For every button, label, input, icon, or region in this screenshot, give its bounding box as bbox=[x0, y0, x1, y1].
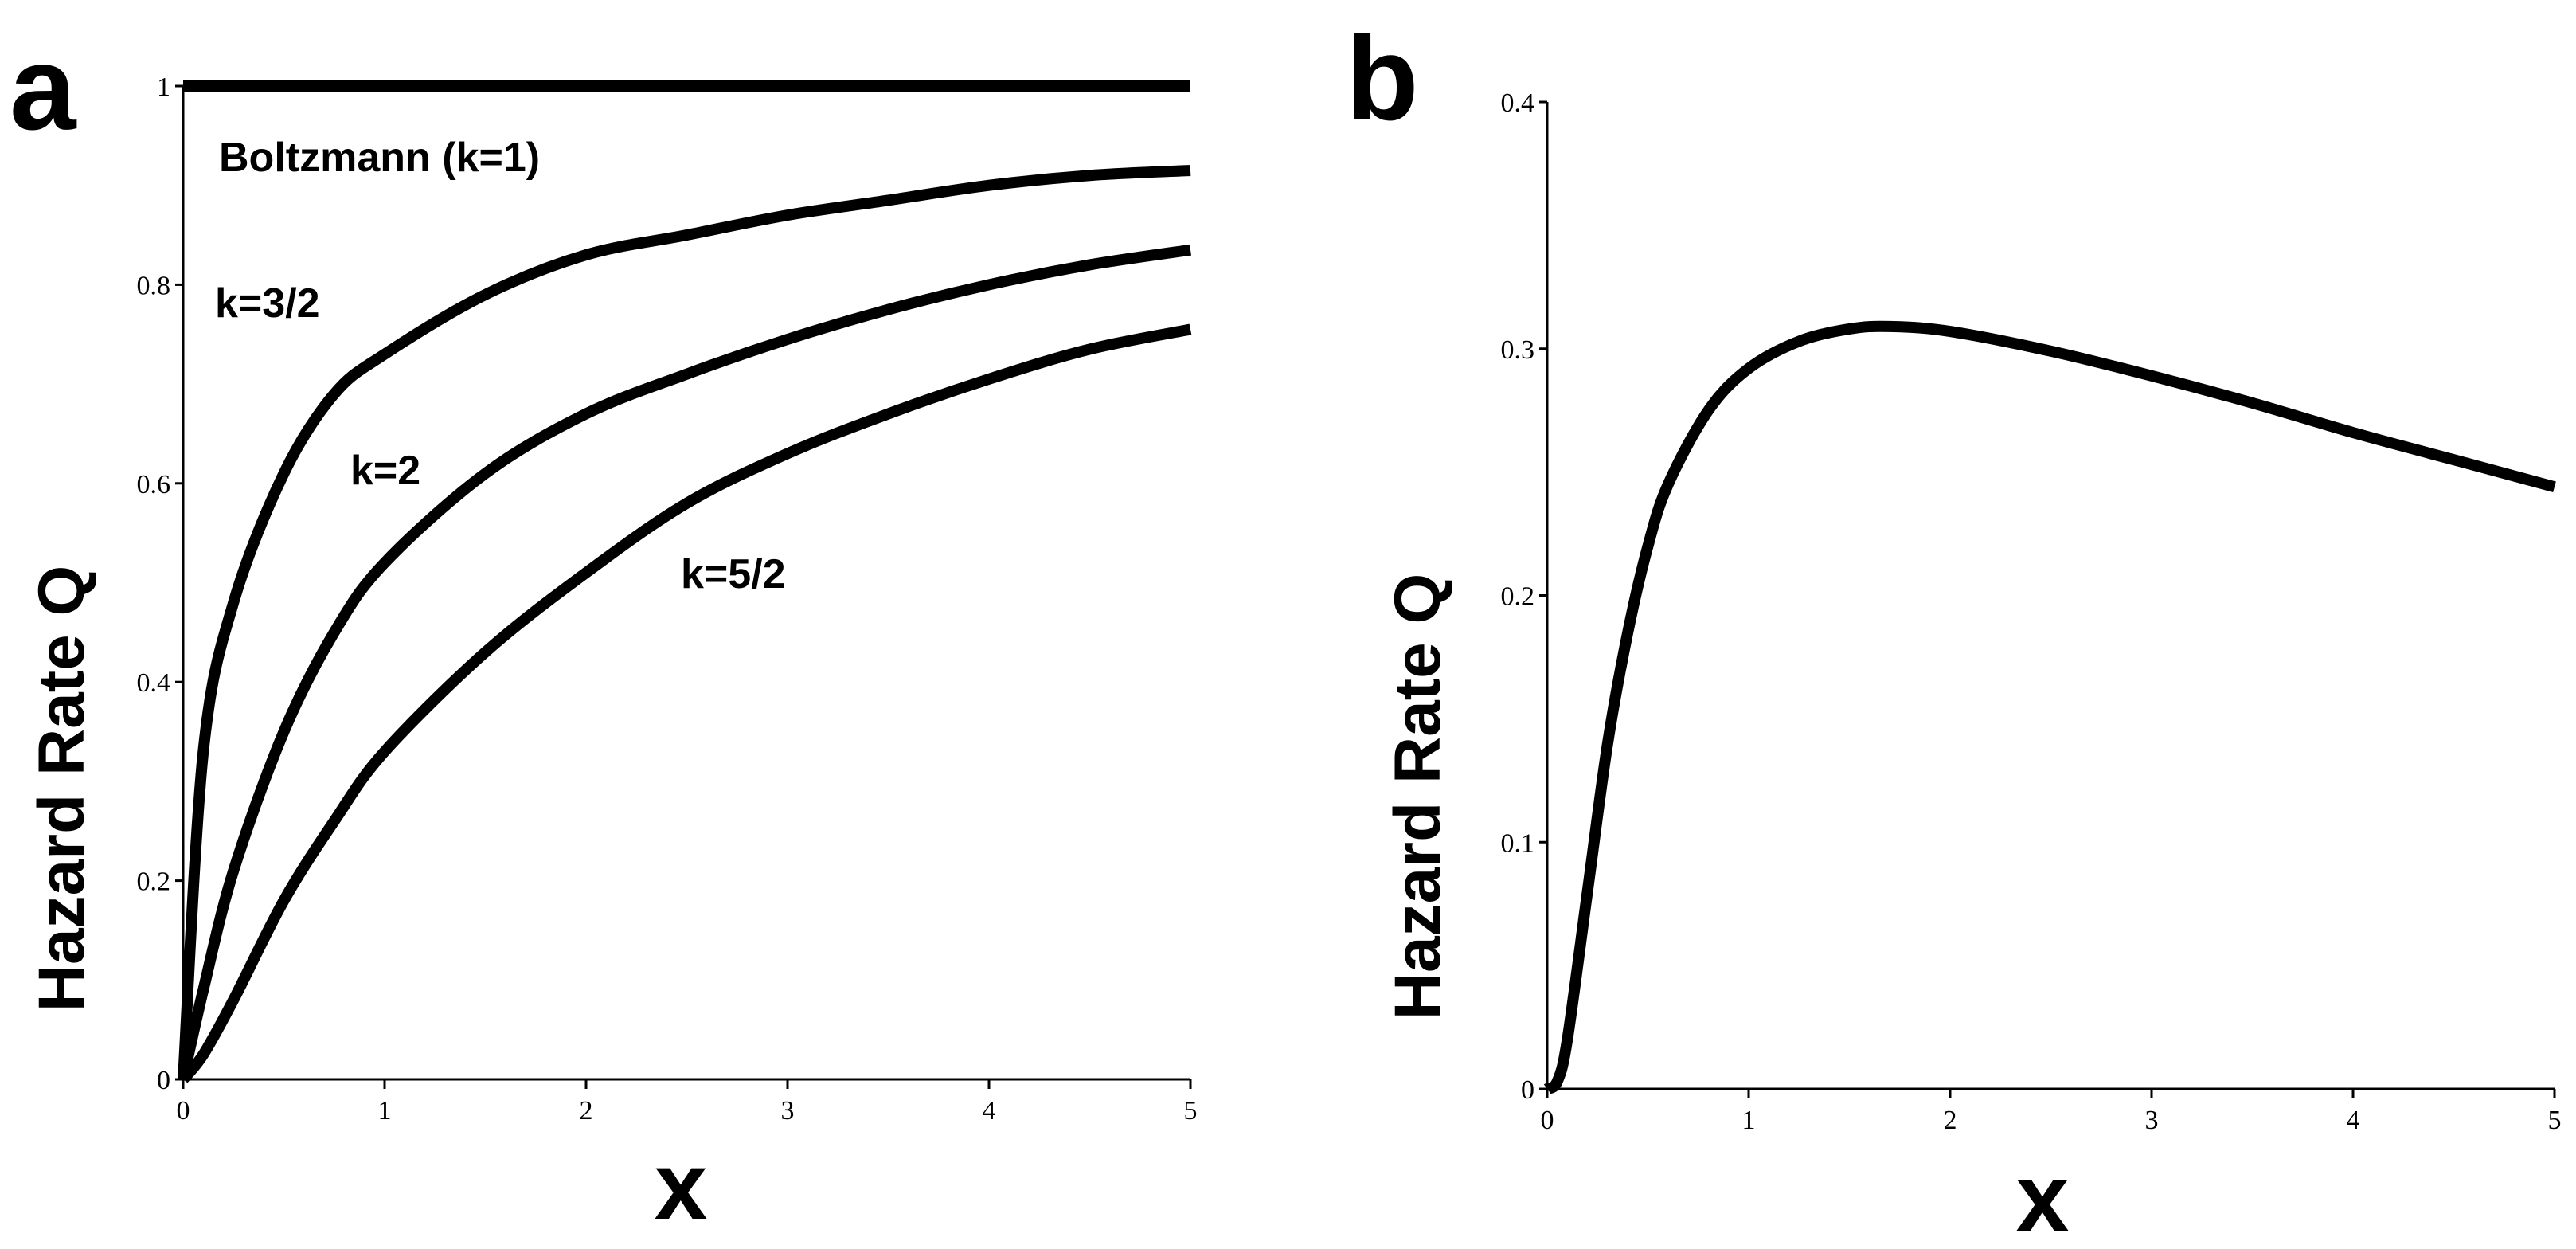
panel-b-x-axis-title: x bbox=[2016, 1145, 2070, 1249]
x-tick-label: 5 bbox=[1184, 1096, 1198, 1126]
y-tick-label: 0 bbox=[1521, 1075, 1534, 1105]
series-line-k-5-2 bbox=[178, 323, 1192, 1083]
y-tick-label: 0.2 bbox=[137, 867, 171, 897]
panel-b-y-axis-title: Hazard Rate Q bbox=[1382, 574, 1454, 1020]
annotation-k-5-2: k=5/2 bbox=[681, 551, 786, 597]
x-tick-label: 1 bbox=[1742, 1106, 1756, 1135]
y-tick-label: 0.2 bbox=[1501, 582, 1535, 612]
series-line-k-2 bbox=[178, 244, 1192, 1081]
x-tick-label: 4 bbox=[983, 1096, 996, 1126]
y-tick-label: 0.6 bbox=[137, 470, 171, 499]
x-tick-label: 0 bbox=[177, 1096, 190, 1126]
panel-a-x-axis-title: x bbox=[655, 1133, 708, 1239]
x-tick-label: 3 bbox=[781, 1096, 795, 1126]
y-tick-label: 0 bbox=[157, 1066, 170, 1095]
x-tick-label: 1 bbox=[378, 1096, 392, 1126]
x-tick-label: 0 bbox=[1541, 1106, 1554, 1135]
series-line-k-3-2 bbox=[178, 165, 1191, 1080]
y-tick-label: 0.4 bbox=[1501, 88, 1535, 118]
annotation-k-2: k=2 bbox=[350, 448, 420, 494]
annotation-k-3-2: k=3/2 bbox=[215, 280, 320, 327]
y-tick-label: 0.3 bbox=[1501, 335, 1535, 365]
panel-b-x-ticks: 0 1 2 3 4 5 bbox=[1541, 1089, 2562, 1135]
x-tick-label: 4 bbox=[2347, 1106, 2360, 1135]
panel-b-series bbox=[1543, 320, 2556, 1094]
y-tick-label: 0.4 bbox=[137, 668, 171, 698]
panel-b-y-ticks: 0 0.1 0.2 0.3 0.4 bbox=[1501, 88, 1547, 1105]
x-tick-label: 5 bbox=[2548, 1106, 2562, 1135]
panel-a-y-ticks: 0 0.2 0.4 0.6 0.8 1 bbox=[137, 72, 183, 1095]
panel-a-y-axis-title: Hazard Rate Q bbox=[25, 566, 98, 1012]
x-tick-label: 2 bbox=[1944, 1106, 1957, 1135]
y-tick-label: 0.1 bbox=[1501, 828, 1535, 858]
y-tick-label: 1 bbox=[157, 72, 170, 102]
series-line-q bbox=[1543, 320, 2556, 1094]
x-tick-label: 2 bbox=[580, 1096, 593, 1126]
panel-b-letter: b bbox=[1346, 11, 1419, 145]
panel-a-x-ticks: 0 1 2 3 4 5 bbox=[177, 1079, 1198, 1126]
panel-a-letter: a bbox=[10, 21, 77, 155]
panel-a-series bbox=[178, 80, 1192, 1083]
x-tick-label: 3 bbox=[2145, 1106, 2159, 1135]
panel-b: b 0 0.1 0.2 0.3 0.4 0 1 2 3 4 5 Hazard Rate Q x bbox=[1346, 11, 2562, 1249]
y-tick-label: 0.8 bbox=[137, 271, 171, 300]
annotation-boltzmann: Boltzmann (k=1) bbox=[219, 135, 540, 181]
